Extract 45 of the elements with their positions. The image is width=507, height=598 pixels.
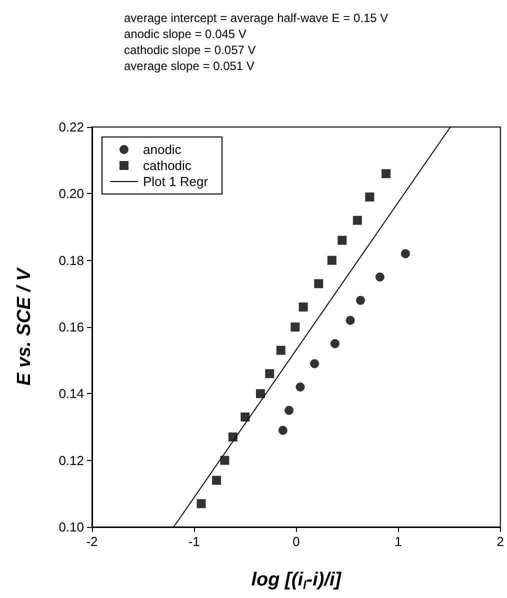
x-tick-label: 0 [292, 534, 300, 549]
point [298, 302, 308, 312]
x-tick-label: 2 [496, 534, 504, 549]
point [352, 216, 362, 225]
y-tick-label: 0.14 [58, 386, 84, 402]
y-tick-label: 0.10 [58, 520, 84, 534]
point [330, 339, 340, 348]
point [220, 456, 230, 465]
y-tick-label: 0.16 [58, 320, 84, 334]
point [356, 296, 366, 305]
text: average intercept = average half-wave E = 0.15 V [124, 11, 388, 25]
text: average slope = 0.051 V [124, 59, 254, 73]
point [310, 359, 320, 368]
point [278, 426, 288, 435]
point [375, 272, 384, 282]
point [296, 382, 305, 392]
point [212, 476, 222, 485]
point [290, 322, 300, 332]
point [228, 432, 238, 442]
y-tick-label: 0.18 [58, 252, 84, 268]
point [265, 369, 274, 378]
point [346, 316, 355, 325]
point [276, 346, 286, 355]
point [400, 249, 410, 258]
y-tick-label: 0.20 [58, 186, 84, 202]
point [327, 256, 336, 265]
x-tick-label: -2 [86, 534, 98, 549]
legend-label: Plot 1 Regr [143, 174, 209, 189]
point [382, 169, 391, 178]
y-axis-title: E vs. SCE / V [14, 267, 35, 386]
x-tick-label: 1 [394, 534, 402, 549]
y-tick-label: 0.12 [58, 452, 84, 468]
point [365, 192, 374, 202]
text: anodic slope = 0.045 V [124, 27, 246, 41]
legend-label: cathodic [143, 158, 192, 173]
point [314, 279, 324, 288]
point [284, 406, 294, 415]
x-tick-label: -1 [188, 534, 200, 549]
y-tick-label: 0.22 [58, 120, 84, 134]
point [196, 499, 206, 508]
point [256, 389, 265, 398]
legend-label: anodic [143, 142, 182, 157]
point [338, 236, 347, 245]
point [240, 412, 250, 422]
text: cathodic slope = 0.057 V [124, 43, 256, 57]
